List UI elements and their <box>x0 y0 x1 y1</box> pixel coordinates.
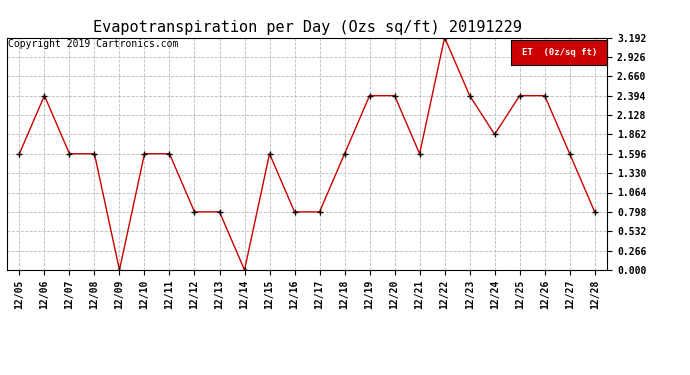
Text: Copyright 2019 Cartronics.com: Copyright 2019 Cartronics.com <box>8 39 179 50</box>
Title: Evapotranspiration per Day (Ozs sq/ft) 20191229: Evapotranspiration per Day (Ozs sq/ft) 2… <box>92 20 522 35</box>
